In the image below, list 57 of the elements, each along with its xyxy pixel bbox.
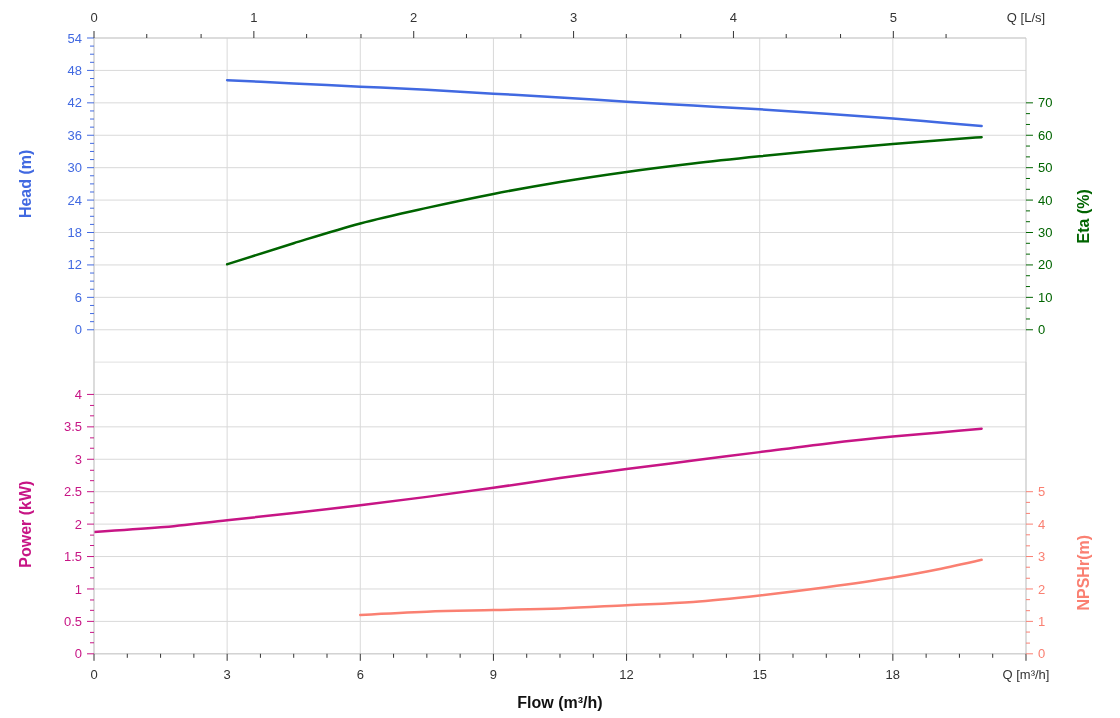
y-tick-label: 1 (74, 581, 82, 597)
y-tick-label: 3 (74, 452, 82, 467)
x-tick-label: 6 (356, 667, 364, 683)
line-series (359, 558, 983, 617)
y2-axis-title: NPSHr(m) (1074, 535, 1092, 611)
y-axis-title: Head (m) (16, 149, 34, 219)
y-tick-label: 0 (74, 646, 82, 662)
x2-tick-label: 0 (90, 9, 98, 25)
y-tick-label: 2.5 (63, 484, 82, 500)
y-tick-label: 12 (67, 257, 83, 273)
y-tick-label: 48 (67, 62, 83, 78)
y-tick-label: 6 (74, 289, 83, 305)
y2-tick-label: 40 (1037, 192, 1053, 208)
x2-tick-label: 2 (410, 9, 418, 25)
x-tick-label: 18 (885, 667, 901, 683)
y2-tick-label: 4 (1038, 516, 1046, 532)
x-tick-label: Q [m³/h] (1002, 667, 1050, 683)
x-tick-label: 3 (223, 667, 231, 683)
y-tick-label: 54 (67, 30, 83, 46)
y-tick-label: 0.5 (63, 614, 82, 630)
y-tick-label: 42 (67, 95, 83, 111)
line-series (225, 135, 983, 266)
y-tick-label: 18 (67, 225, 83, 241)
y2-tick-label: 70 (1037, 95, 1053, 111)
x-axis-title: Flow (m³/h) (517, 694, 603, 712)
x2-axis-title: Q [L/s] (1006, 9, 1046, 25)
y-tick-label: 2 (74, 516, 82, 532)
line-series (225, 78, 983, 128)
x-tick-label: 0 (90, 667, 98, 683)
y2-tick-label: 5 (1038, 484, 1046, 500)
y2-axis-title: Eta (%) (1074, 189, 1092, 244)
y-tick-label: 24 (67, 192, 83, 208)
x-tick-label: 15 (752, 667, 767, 683)
x2-tick-label: 5 (889, 9, 897, 25)
y-axis-title: Power (kW) (16, 480, 34, 568)
y2-tick-label: 0 (1038, 646, 1046, 662)
x2-tick-label: 4 (729, 9, 738, 25)
y2-tick-label: 2 (1038, 581, 1046, 597)
y-tick-label: 1.5 (63, 549, 82, 565)
line-series (94, 427, 983, 534)
y2-tick-label: 3 (1038, 549, 1046, 565)
y2-tick-label: 0 (1037, 322, 1046, 338)
y2-tick-label: 60 (1037, 127, 1053, 143)
x-tick-label: 9 (489, 667, 498, 683)
y-tick-label: 0 (74, 322, 83, 338)
y-tick-label: 36 (67, 127, 83, 143)
y-tick-label: 30 (67, 160, 83, 176)
x-tick-label: 12 (619, 667, 634, 683)
y-tick-label: 3.5 (63, 419, 82, 435)
y2-tick-label: 10 (1037, 289, 1053, 305)
y2-tick-label: 30 (1037, 225, 1053, 241)
x2-tick-label: 3 (569, 9, 578, 25)
x2-tick-label: 1 (250, 9, 258, 25)
y2-tick-label: 50 (1037, 160, 1053, 176)
y-tick-label: 4 (74, 387, 82, 403)
y2-tick-label: 1 (1038, 614, 1046, 630)
y2-tick-label: 20 (1037, 257, 1053, 273)
